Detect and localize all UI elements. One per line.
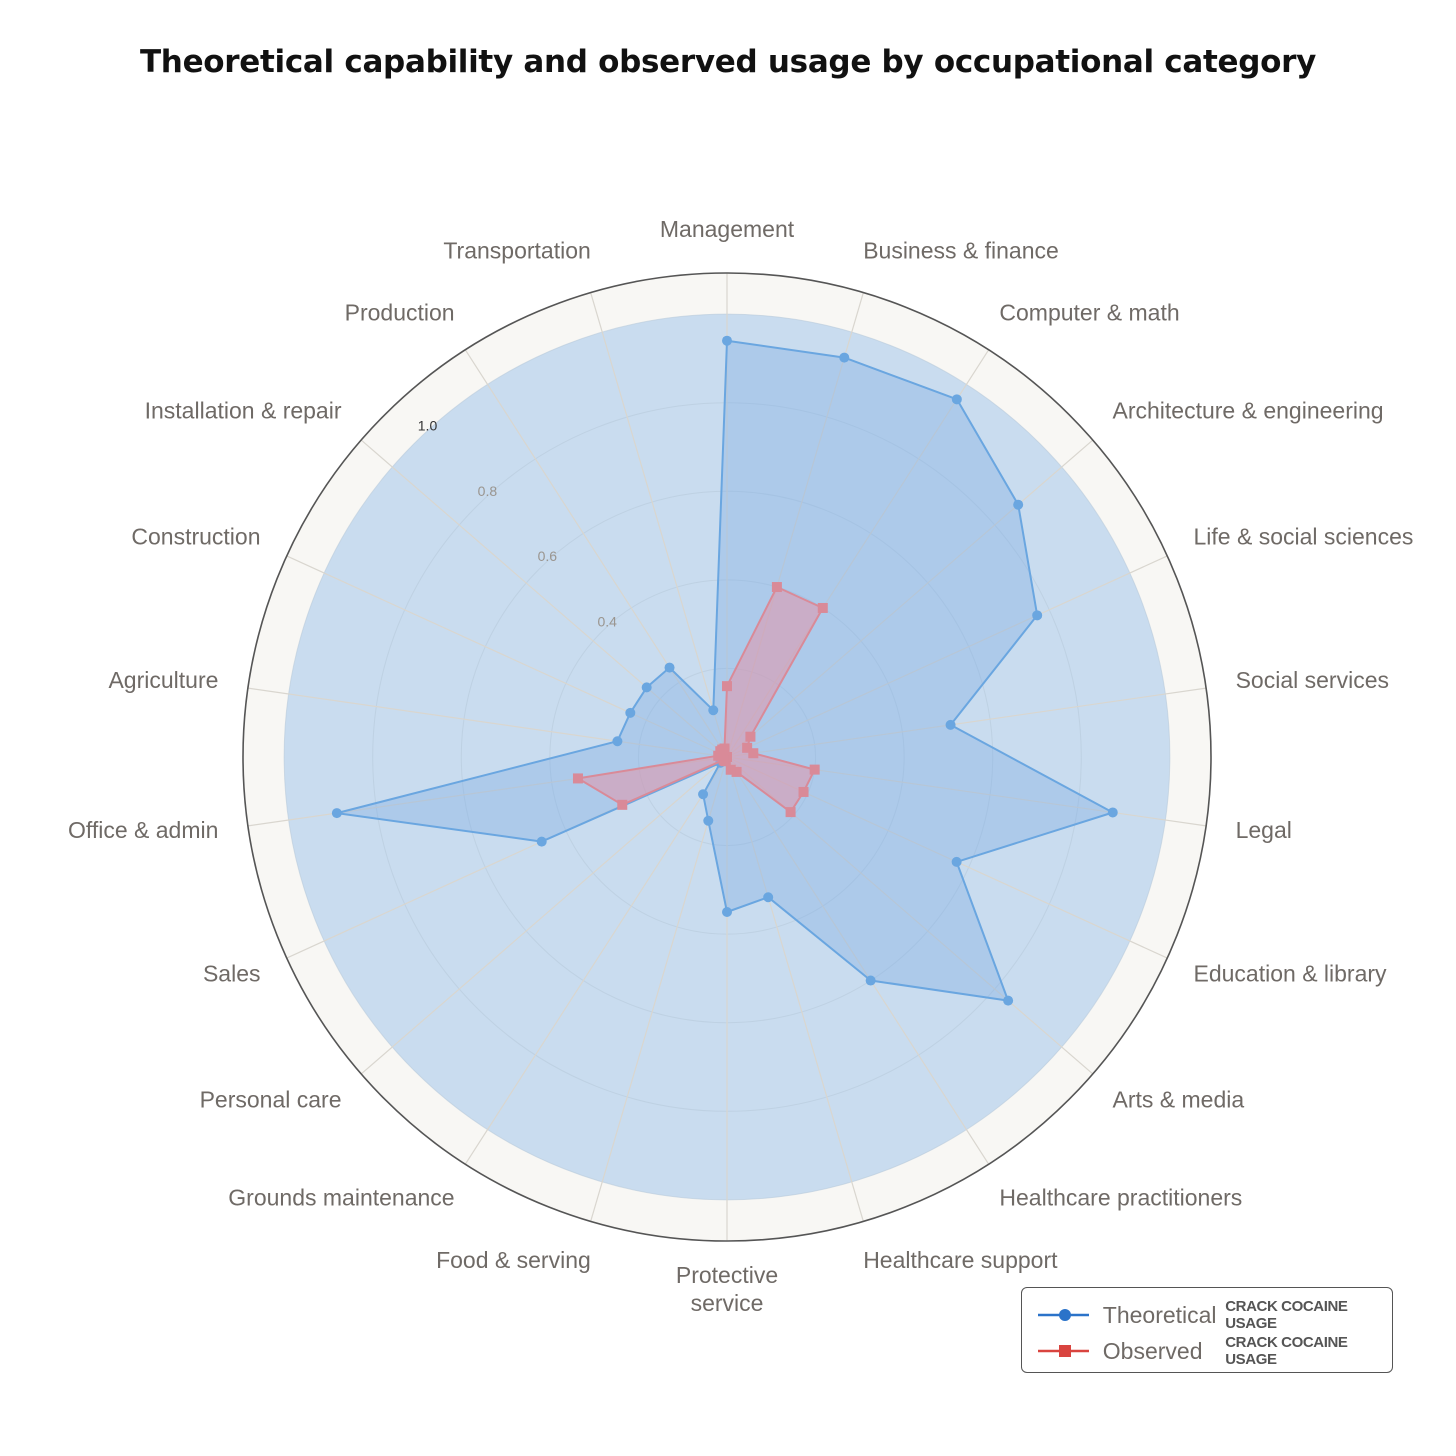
category-label-sales: Sales	[203, 961, 261, 987]
point-theoretical-food-and-serving	[703, 815, 714, 826]
legend-note-observed: CRACK COCAINE USAGE	[1225, 1334, 1348, 1368]
point-theoretical-protective-service	[722, 907, 732, 918]
grid-spoke	[726, 756, 864, 1222]
point-observed-office-and-admin	[572, 773, 583, 784]
category-label-architecture-and-engineering: Architecture & engineering	[1113, 398, 1384, 424]
point-observed-business-and-finance	[771, 582, 782, 593]
category-label-transportation: Transportation	[443, 237, 590, 263]
point-theoretical-healthcare-practitioners	[865, 975, 876, 986]
point-observed-sales	[617, 799, 628, 810]
point-theoretical-life-and-social-sciences	[1032, 610, 1043, 621]
category-label-protective-service: Protective service	[676, 1262, 778, 1316]
grid-spoke	[360, 439, 728, 758]
point-observed-life-and-social-sciences	[742, 742, 753, 753]
legend-line-circle-icon	[1038, 1309, 1089, 1321]
point-theoretical-management	[722, 335, 732, 346]
point-observed-social-services	[748, 748, 759, 759]
radar-series	[331, 335, 1118, 1006]
point-theoretical-social-services	[945, 719, 956, 730]
radial-tick-0-6: 0.6	[538, 548, 558, 564]
point-theoretical-grounds-maintenance	[698, 789, 709, 800]
legend-line-square-icon	[1038, 1345, 1089, 1357]
point-theoretical-production	[664, 662, 675, 673]
grid-spoke	[726, 687, 1207, 758]
radial-tick-labels: 0.4 0.6 0.8 1.0	[418, 418, 617, 630]
grid-spoke	[360, 756, 728, 1075]
point-theoretical-construction	[625, 707, 636, 718]
category-label-social-services: Social services	[1236, 667, 1389, 693]
legend-label-observed: Observed	[1102, 1337, 1203, 1364]
grid-spoke	[590, 292, 728, 758]
legend: Theoretical CRACK COCAINE USAGE Observed…	[1021, 1287, 1393, 1373]
category-label-computer-and-math: Computer & math	[999, 300, 1179, 326]
category-label-arts-and-media: Arts & media	[1113, 1087, 1245, 1113]
grid-spoke	[726, 439, 1094, 758]
point-observed-architecture-and-engineering	[745, 731, 756, 742]
category-label-food-and-serving: Food & serving	[436, 1247, 591, 1273]
category-label-legal: Legal	[1236, 817, 1292, 843]
grid-spoke	[286, 555, 728, 758]
point-theoretical-installation-and-repair	[641, 682, 652, 693]
point-observed-computer-and-math	[817, 602, 828, 613]
grid-spoke	[464, 756, 728, 1165]
category-label-agriculture: Agriculture	[108, 667, 218, 693]
point-observed-transportation	[719, 743, 730, 754]
radial-tick-1-0: 1.0	[418, 418, 438, 434]
point-theoretical-sales	[536, 836, 547, 847]
radial-tick-0-8: 0.8	[478, 483, 498, 499]
point-observed-management	[722, 681, 732, 692]
category-label-production: Production	[345, 300, 455, 326]
point-theoretical-computer-and-math	[951, 394, 962, 405]
category-label-grounds-maintenance: Grounds maintenance	[228, 1185, 454, 1211]
category-label-line: Protective	[676, 1262, 778, 1288]
chart-title: Theoretical capability and observed usag…	[139, 44, 1317, 80]
category-label-office-and-admin: Office & admin	[68, 817, 218, 843]
category-label-construction: Construction	[131, 524, 260, 550]
grid-spoke	[590, 756, 728, 1222]
point-theoretical-agriculture	[612, 736, 623, 747]
category-label-education-and-library: Education & library	[1194, 961, 1388, 987]
legend-item-observed: Observed CRACK COCAINE USAGE	[1038, 1334, 1392, 1368]
point-theoretical-architecture-and-engineering	[1013, 499, 1024, 510]
point-observed-legal	[809, 764, 820, 775]
category-label-personal-care: Personal care	[200, 1087, 342, 1113]
legend-item-theoretical: Theoretical CRACK COCAINE USAGE	[1038, 1298, 1392, 1332]
grid-spoke	[726, 555, 1168, 758]
legend-label-theoretical: Theoretical	[1102, 1301, 1217, 1328]
point-theoretical-legal	[1107, 807, 1118, 818]
point-theoretical-office-and-admin	[331, 808, 342, 819]
point-theoretical-healthcare-support	[763, 892, 774, 903]
legend-note-theoretical: CRACK COCAINE USAGE	[1225, 1298, 1348, 1332]
point-theoretical-education-and-library	[951, 856, 962, 867]
category-label-line: service	[691, 1290, 764, 1316]
point-observed-healthcare-support	[725, 764, 736, 775]
point-theoretical-arts-and-media	[1003, 995, 1014, 1006]
grid-spoke	[464, 349, 728, 758]
point-observed-arts-and-media	[785, 807, 796, 818]
category-label-life-and-social-sciences: Life & social sciences	[1194, 524, 1414, 550]
grid-spoke	[726, 756, 990, 1165]
radar-outer-ring	[242, 272, 1212, 1242]
category-labels: Management Business & finance Computer & m…	[68, 216, 1413, 1316]
category-label-healthcare-practitioners: Healthcare practitioners	[999, 1185, 1242, 1211]
category-label-installation-and-repair: Installation & repair	[145, 398, 342, 424]
radial-tick-0-4: 0.4	[597, 614, 617, 630]
category-label-management: Management	[660, 216, 795, 242]
point-observed-healthcare-practitioners	[731, 766, 742, 777]
point-observed-education-and-library	[798, 786, 809, 797]
point-theoretical-business-and-finance	[839, 352, 850, 363]
point-theoretical-transportation	[708, 705, 719, 716]
grid-spoke	[247, 687, 728, 758]
category-label-healthcare-support: Healthcare support	[863, 1247, 1058, 1273]
category-label-business-and-finance: Business & finance	[863, 237, 1059, 263]
